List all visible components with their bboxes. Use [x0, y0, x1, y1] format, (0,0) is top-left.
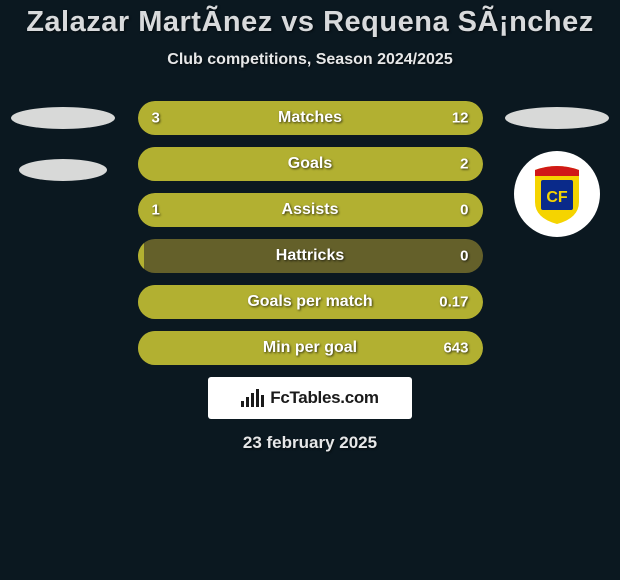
comparison-area: CF Matches 3 12 Goals 2 Assists 1 0 Hattricks 0 Go… — [0, 101, 620, 365]
stat-right-value: 643 — [443, 340, 468, 357]
subtitle: Club competitions, Season 2024/2025 — [0, 51, 620, 69]
stat-bar: Matches 3 12 — [138, 101, 483, 135]
stat-bar: Goals per match 0.17 — [138, 285, 483, 319]
left-player-badge-col — [8, 101, 118, 181]
stat-bar: Hattricks 0 — [138, 239, 483, 273]
stat-right-value: 2 — [460, 156, 468, 173]
site-badge: FcTables.com — [208, 377, 412, 419]
ellipse-icon — [19, 159, 107, 181]
stat-right-value: 0.17 — [439, 294, 468, 311]
site-badge-text: FcTables.com — [270, 388, 379, 408]
icon-bar — [261, 395, 264, 407]
crest-inner: CF — [531, 164, 583, 224]
bar-fill-left — [138, 331, 145, 365]
club-crest: CF — [514, 151, 600, 237]
stat-label: Assists — [282, 201, 339, 219]
stat-label: Goals — [288, 155, 332, 173]
stat-label: Min per goal — [263, 339, 357, 357]
bar-fill-left — [138, 101, 207, 135]
stat-label: Hattricks — [276, 247, 344, 265]
icon-bar — [241, 401, 244, 407]
crest-svg: CF — [531, 164, 583, 224]
date-text: 23 february 2025 — [0, 433, 620, 453]
ellipse-icon — [11, 107, 115, 129]
stat-label: Matches — [278, 109, 342, 127]
stat-left-value: 3 — [152, 110, 160, 127]
right-player-badge-col: CF — [502, 101, 612, 237]
page-title: Zalazar MartÃ­nez vs Requena SÃ¡nchez — [0, 6, 620, 39]
stat-right-value: 12 — [452, 110, 469, 127]
icon-bar — [256, 389, 259, 407]
stat-left-value: 1 — [152, 202, 160, 219]
icon-bar — [246, 397, 249, 407]
bar-fill-left — [138, 239, 145, 273]
stat-right-value: 0 — [460, 202, 468, 219]
stat-bars: Matches 3 12 Goals 2 Assists 1 0 Hattricks 0 Goals… — [138, 101, 483, 365]
bar-chart-icon — [241, 389, 264, 407]
icon-bar — [251, 393, 254, 407]
stat-bar: Assists 1 0 — [138, 193, 483, 227]
bar-fill-right — [207, 101, 483, 135]
stat-bar: Goals 2 — [138, 147, 483, 181]
container: Zalazar MartÃ­nez vs Requena SÃ¡nchez Cl… — [0, 0, 620, 580]
bar-fill-left — [138, 285, 145, 319]
svg-text:CF: CF — [546, 189, 568, 206]
bar-fill-left — [138, 147, 145, 181]
ellipse-icon — [505, 107, 609, 129]
stat-right-value: 0 — [460, 248, 468, 265]
stat-label: Goals per match — [247, 293, 372, 311]
stat-bar: Min per goal 643 — [138, 331, 483, 365]
